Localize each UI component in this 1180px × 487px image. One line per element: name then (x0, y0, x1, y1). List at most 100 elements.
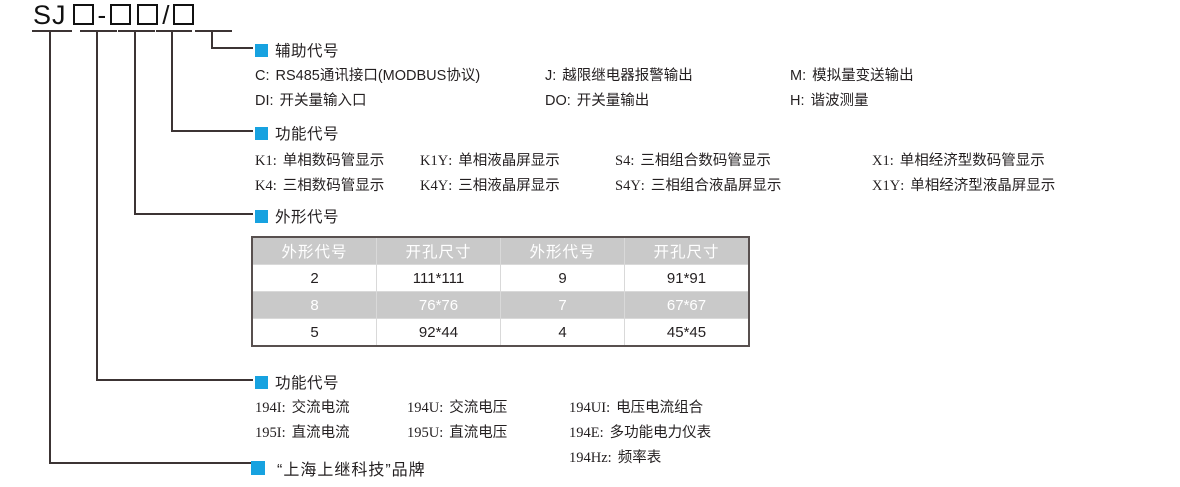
model-box-4[interactable] (173, 4, 195, 25)
table-row: 2 111*111 9 91*91 (251, 264, 750, 292)
section-heading-brand: “上海上继科技”品牌 (251, 456, 426, 480)
model-box-2[interactable] (110, 4, 132, 25)
item-desc: 单相数码管显示 (282, 153, 385, 169)
brand-label: “上海上继科技”品牌 (277, 462, 426, 479)
table-cell: 7 (500, 291, 625, 319)
item-row: 194I: 交流电流 194U: 交流电压 194UI: 电压电流组合 (255, 394, 711, 419)
item-desc: 单相经济型数码管显示 (899, 153, 1045, 169)
item-code: S4 (615, 153, 631, 169)
section-title: 功能代号 (275, 126, 340, 143)
item-desc: 开关量输入口 (279, 93, 367, 109)
item-desc: 单相液晶屏显示 (458, 153, 560, 169)
item-desc: 三相组合液晶屏显示 (650, 178, 782, 194)
item-desc: 电压电流组合 (616, 400, 704, 416)
list-item: K4Y: 三相液晶屏显示 (420, 174, 615, 195)
list-item: S4: 三相组合数码管显示 (615, 149, 872, 170)
list-item: X1Y: 单相经济型液晶屏显示 (872, 174, 1055, 195)
item-code: 194Hz (569, 450, 608, 466)
table-cell: 9 (500, 264, 625, 292)
item-row: 194Hz: 频率表 (255, 444, 711, 469)
list-item: 195I: 直流电流 (255, 421, 407, 442)
item-code: S4Y (615, 178, 641, 194)
section-title: 辅助代号 (275, 43, 340, 60)
list-item: 195U: 直流电压 (407, 421, 569, 442)
item-code: 194U (407, 400, 440, 416)
section-heading-function-code-display: 功能代号 (255, 122, 339, 144)
item-code: DO (545, 93, 567, 109)
items-function-code-meter: 194I: 交流电流 194U: 交流电压 194UI: 电压电流组合 195I: 直流… (255, 394, 711, 469)
table-cell: 91*91 (624, 264, 750, 292)
list-item: K1: 单相数码管显示 (255, 149, 420, 170)
spec-table: 外形代号 开孔尺寸 外形代号 开孔尺寸 2 111*111 9 91*91 8 … (251, 236, 750, 347)
list-item: H: 谐波测量 (790, 89, 869, 110)
list-item: S4Y: 三相组合液晶屏显示 (615, 174, 872, 195)
list-item: DO: 开关量输出 (545, 89, 790, 110)
item-code: DI (255, 93, 270, 109)
item-desc: 多功能电力仪表 (609, 425, 712, 441)
table-cell: 111*111 (376, 264, 501, 292)
item-code: K1 (255, 153, 273, 169)
item-code: M (790, 68, 803, 84)
model-box-3[interactable] (137, 4, 159, 25)
item-code: H (790, 93, 801, 109)
list-item: 194I: 交流电流 (255, 396, 407, 417)
table-row: 5 92*44 4 45*45 (251, 318, 750, 347)
item-row: C: RS485通讯接口(MODBUS协议) J: 越限继电器报警输出 M: 模拟量变… (255, 62, 914, 87)
table-cell: 2 (251, 264, 377, 292)
list-item: 194UI: 电压电流组合 (569, 396, 703, 417)
model-box-1[interactable] (72, 4, 94, 25)
model-dash: - (97, 0, 107, 30)
list-item: K1Y: 单相液晶屏显示 (420, 149, 615, 170)
model-slash: / (162, 0, 170, 30)
table-cell: 92*44 (376, 318, 501, 347)
list-item: 194U: 交流电压 (407, 396, 569, 417)
blue-square-marker-icon (255, 43, 268, 57)
item-code: X1Y (872, 178, 901, 194)
list-item: M: 模拟量变送输出 (790, 64, 914, 85)
item-desc: 开关量输出 (576, 93, 650, 109)
item-code: 194UI (569, 400, 607, 416)
column-header: 外形代号 (500, 236, 625, 265)
item-desc: 谐波测量 (810, 93, 869, 109)
item-desc: 单相经济型液晶屏显示 (910, 178, 1056, 194)
blue-square-marker-icon (255, 375, 268, 389)
table-row: 8 76*76 7 67*67 (251, 291, 750, 319)
section-title: 功能代号 (275, 375, 340, 392)
item-desc: 模拟量变送输出 (812, 68, 914, 84)
section-heading-function-code-meter: 功能代号 (255, 371, 339, 393)
item-code: 195I (255, 425, 282, 441)
item-code: 194E (569, 425, 600, 441)
table-cell: 4 (500, 318, 625, 347)
table-header-row: 外形代号 开孔尺寸 外形代号 开孔尺寸 (251, 236, 750, 265)
section-heading-shape-code: 外形代号 (255, 205, 339, 227)
list-item: 194Hz: 频率表 (569, 446, 661, 467)
items-function-code-display: K1: 单相数码管显示 K1Y: 单相液晶屏显示 S4: 三相组合数码管显示 X1: 单… (255, 147, 1055, 197)
item-desc: 三相数码管显示 (282, 178, 385, 194)
list-item: DI: 开关量输入口 (255, 89, 545, 110)
item-desc: 越限继电器报警输出 (562, 68, 693, 84)
item-desc: 三相组合数码管显示 (640, 153, 771, 169)
item-row: K4: 三相数码管显示 K4Y: 三相液晶屏显示 S4Y: 三相组合液晶屏显示 X1Y… (255, 172, 1055, 197)
blue-square-marker-icon (255, 126, 268, 140)
item-row: 195I: 直流电流 195U: 直流电压 194E: 多功能电力仪表 (255, 419, 711, 444)
table-cell: 67*67 (624, 291, 750, 319)
item-code: K4Y (420, 178, 449, 194)
column-header: 开孔尺寸 (376, 236, 501, 265)
item-desc: RS485通讯接口(MODBUS协议) (275, 68, 481, 84)
item-code: J (545, 68, 553, 84)
item-desc: 交流电流 (291, 400, 350, 416)
model-code-header: SJ - / (30, 0, 197, 30)
blue-square-marker-icon (251, 461, 265, 475)
item-desc: 直流电压 (449, 425, 508, 441)
item-desc: 频率表 (617, 450, 662, 466)
column-header: 开孔尺寸 (624, 236, 750, 265)
table-cell: 45*45 (624, 318, 750, 347)
item-code: K4 (255, 178, 273, 194)
list-item: X1: 单相经济型数码管显示 (872, 149, 1045, 170)
item-row: DI: 开关量输入口 DO: 开关量输出 H: 谐波测量 (255, 87, 914, 112)
items-auxiliary-code: C: RS485通讯接口(MODBUS协议) J: 越限继电器报警输出 M: 模拟量变… (255, 62, 914, 112)
item-desc: 直流电流 (291, 425, 350, 441)
item-desc: 交流电压 (449, 400, 508, 416)
